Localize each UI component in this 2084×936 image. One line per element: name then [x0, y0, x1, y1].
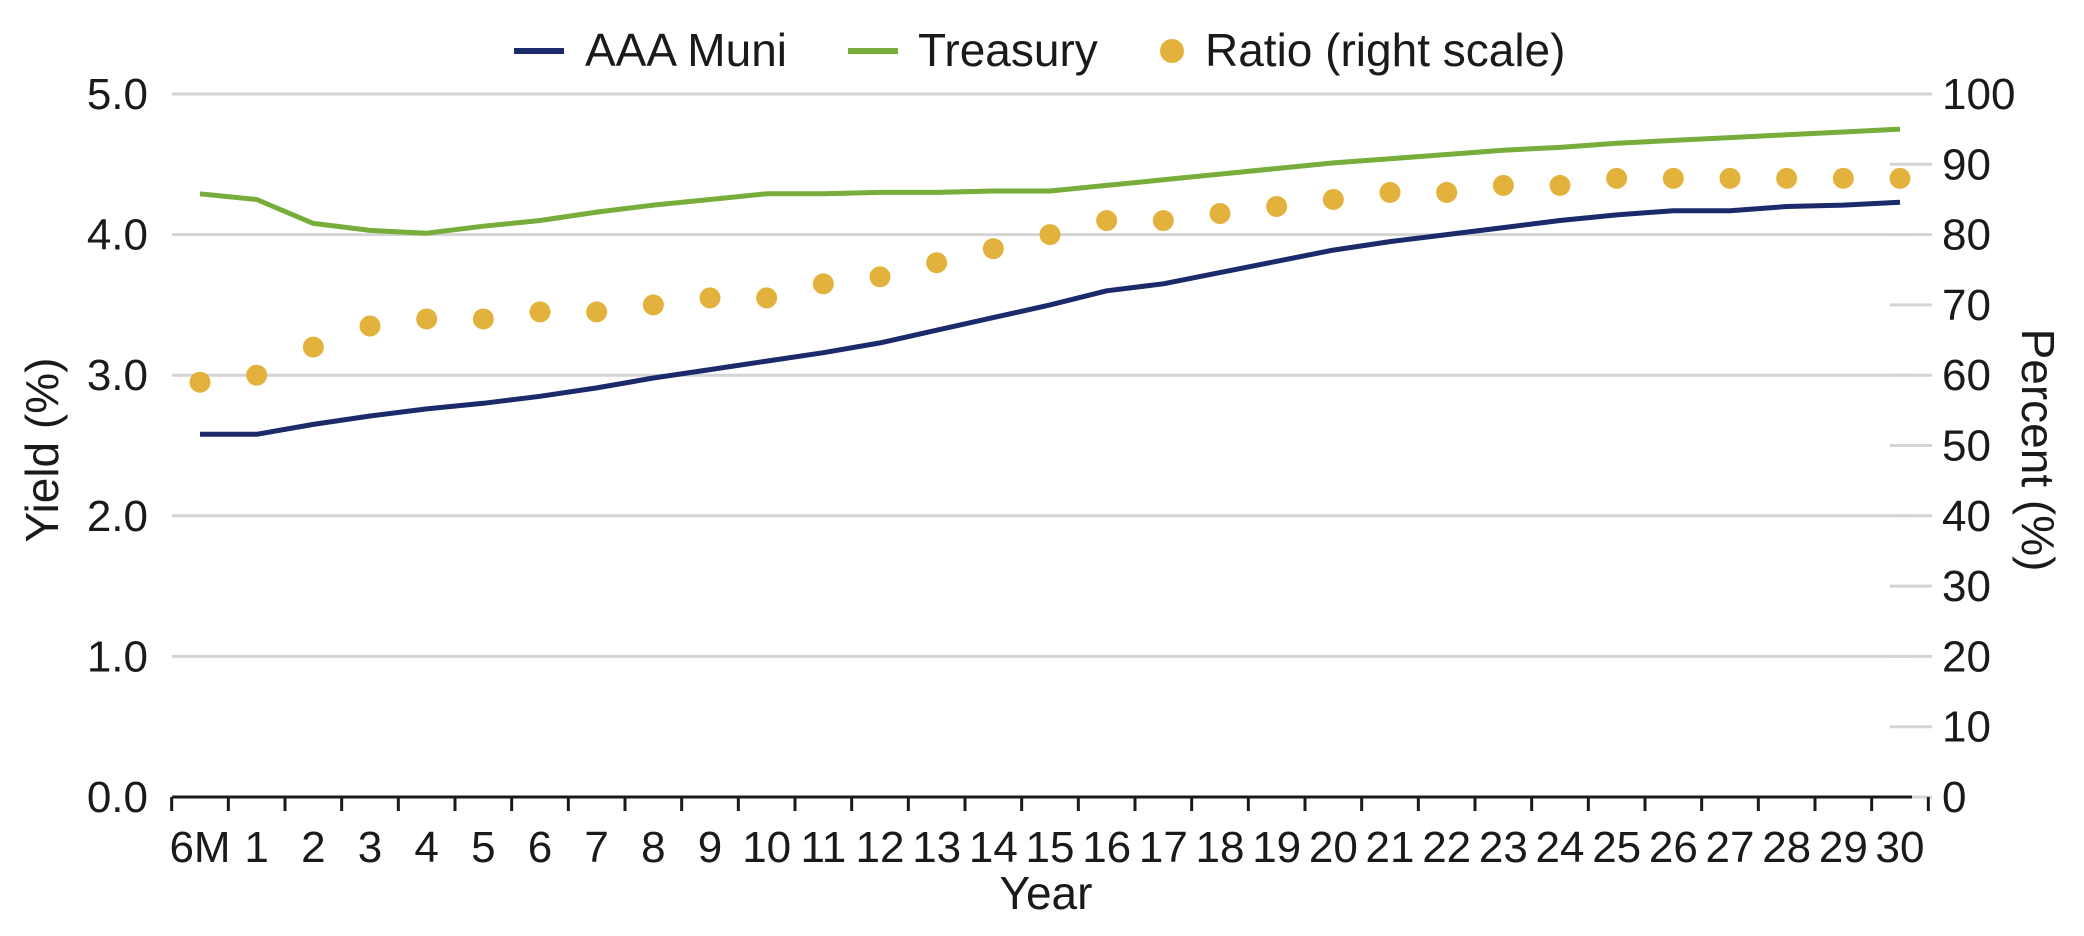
ratio-point	[586, 301, 608, 323]
legend: AAA Muni Treasury Ratio (right scale)	[514, 24, 1565, 76]
ratio-point	[642, 294, 664, 316]
ratio-point	[359, 315, 381, 337]
x-tick-label: 26	[1649, 823, 1698, 872]
series-layer	[189, 126, 1911, 437]
ratio-point	[302, 336, 324, 358]
ratio-point	[699, 287, 721, 309]
x-tick-label: 9	[698, 823, 722, 872]
ratio-point	[416, 308, 438, 330]
ratio-point	[1039, 224, 1061, 246]
ratio-point	[1096, 210, 1118, 232]
x-tick-label: 10	[742, 823, 791, 872]
ratio-point	[926, 252, 948, 274]
ratio-point	[1209, 203, 1231, 225]
ratio-point	[869, 266, 891, 288]
y-axis-right-title: Percent (%)	[2012, 329, 2064, 572]
x-tick-label: 4	[414, 823, 438, 872]
x-tick-label: 25	[1592, 823, 1641, 872]
x-tick-label: 17	[1139, 823, 1188, 872]
ratio-point	[1549, 174, 1571, 196]
y-left-tick-label: 5.0	[87, 70, 148, 119]
ratio-point	[246, 364, 268, 386]
x-tick-label: 14	[969, 823, 1018, 872]
ratio-point	[1889, 167, 1911, 189]
legend-label: Ratio (right scale)	[1205, 24, 1565, 76]
x-tick-label: 1	[244, 823, 268, 872]
ratio-point	[1606, 167, 1628, 189]
x-tick-label: 21	[1366, 823, 1415, 872]
x-tick-label: 29	[1819, 823, 1868, 872]
ratio-point	[982, 238, 1004, 260]
y-right-tick-label: 90	[1942, 140, 1991, 189]
ratio-point	[1322, 188, 1344, 210]
ratio-point	[529, 301, 551, 323]
x-tick-label: 20	[1309, 823, 1358, 872]
x-tick-label: 13	[912, 823, 961, 872]
x-tick-label: 5	[471, 823, 495, 872]
x-axis-title: Year	[1000, 867, 1093, 919]
series-line-aaa-muni	[200, 199, 1901, 437]
y-right-tick-label: 70	[1942, 281, 1991, 330]
x-tick-label: 3	[358, 823, 382, 872]
x-tick-label: 15	[1026, 823, 1075, 872]
x-tick-label: 27	[1706, 823, 1755, 872]
y-axis-left-title: Yield (%)	[16, 358, 68, 543]
y-right-tick-label: 30	[1942, 562, 1991, 611]
y-right-tick-label: 60	[1942, 351, 1991, 400]
ratio-point	[1436, 181, 1458, 203]
ratio-point	[189, 371, 211, 393]
y-right-tick-label: 0	[1942, 773, 1966, 822]
series-line-treasury	[199, 126, 1901, 236]
y-left-tick-label: 0.0	[87, 773, 148, 822]
axes: 0.0 1.0 2.0 3.0 4.0 5.0 0 10 20 30 40 50 60 70 80 90 100…	[87, 70, 2016, 872]
y-right-tick-label: 100	[1942, 70, 2015, 119]
x-tick-label: 30	[1876, 823, 1925, 872]
x-tick-label: 23	[1479, 823, 1528, 872]
x-tick-label: 6	[528, 823, 552, 872]
y-right-tick-label: 40	[1942, 492, 1991, 541]
legend-label: Treasury	[918, 24, 1098, 76]
y-left-tick-label: 1.0	[87, 632, 148, 681]
y-right-tick-label: 10	[1942, 703, 1991, 752]
ratio-point	[1266, 195, 1288, 217]
gridlines	[172, 92, 1912, 658]
x-tick-label: 22	[1422, 823, 1471, 872]
x-tick-label: 24	[1536, 823, 1585, 872]
ratio-point	[812, 273, 834, 295]
ratio-point	[756, 287, 778, 309]
y-left-tick-label: 2.0	[87, 492, 148, 541]
x-tick-label: 11	[800, 823, 846, 872]
x-tick-label: 19	[1252, 823, 1301, 872]
y-right-tick-label: 80	[1942, 211, 1991, 260]
legend-swatch-dot	[1160, 39, 1184, 63]
ratio-point	[1719, 167, 1741, 189]
ratio-point	[1662, 167, 1684, 189]
x-tick-label: 28	[1762, 823, 1811, 872]
x-tick-label: 2	[301, 823, 325, 872]
ratio-point	[1492, 174, 1514, 196]
y-left-tick-label: 4.0	[87, 211, 148, 260]
x-tick-label: 8	[641, 823, 665, 872]
y-left-tick-label: 3.0	[87, 351, 148, 400]
y-right-tick-label: 20	[1942, 632, 1991, 681]
x-tick-label: 6M	[169, 823, 230, 872]
x-tick-label: 7	[584, 823, 608, 872]
x-tick-label: 18	[1196, 823, 1245, 872]
legend-label: AAA Muni	[585, 24, 787, 76]
x-tick-label: 16	[1082, 823, 1131, 872]
ratio-point	[472, 308, 494, 330]
x-tick-label: 12	[856, 823, 905, 872]
ratio-point	[1152, 210, 1174, 232]
y-right-tick-label: 50	[1942, 422, 1991, 471]
ratio-point	[1832, 167, 1854, 189]
ratio-point	[1379, 181, 1401, 203]
ratio-point	[1776, 167, 1798, 189]
